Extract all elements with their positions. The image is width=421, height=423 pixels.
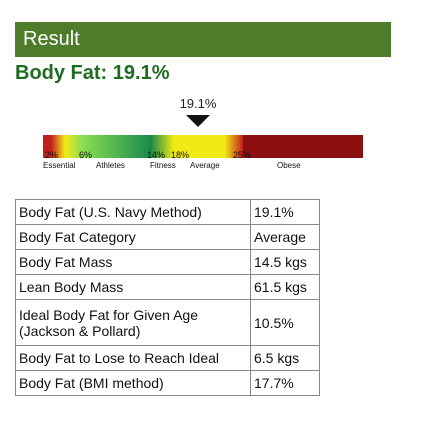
- row-value: 10.5%: [250, 299, 320, 346]
- result-title: Result: [23, 28, 80, 50]
- row-label: Ideal Body Fat for Given Age (Jackson & …: [15, 299, 251, 346]
- scale-category-athletes: Athletes: [96, 161, 125, 170]
- scale-category-fitness: Fitness: [150, 161, 176, 170]
- scale-label-6: 6%: [79, 150, 93, 160]
- row-value: 19.1%: [250, 199, 320, 225]
- table-row: Lean Body Mass 61.5 kgs: [15, 274, 320, 300]
- row-label: Body Fat to Lose to Reach Ideal: [15, 345, 251, 371]
- row-value: 14.5 kgs: [250, 249, 320, 275]
- scale-category-obese: Obese: [277, 161, 301, 170]
- table-row: Ideal Body Fat for Given Age (Jackson & …: [15, 299, 320, 346]
- row-label: Body Fat (BMI method): [15, 370, 251, 396]
- row-label: Body Fat Category: [15, 224, 251, 250]
- scale-label-18: 18%: [171, 150, 190, 160]
- marker-value: 19.1%: [179, 96, 217, 111]
- row-value: 17.7%: [250, 370, 320, 396]
- body-fat-summary: Body Fat: 19.1%: [15, 62, 170, 84]
- scale-label-14: 14%: [147, 150, 166, 160]
- marker-arrow-icon: [186, 115, 210, 127]
- scale-category-average: Average: [190, 161, 220, 170]
- scale-label-25: 25%: [233, 150, 252, 160]
- row-label: Body Fat Mass: [15, 249, 251, 275]
- results-table: Body Fat (U.S. Navy Method) 19.1% Body F…: [15, 199, 320, 396]
- row-value: 61.5 kgs: [250, 274, 320, 300]
- scale-gradient-lower: [51, 135, 151, 158]
- scale-label-2: 2%: [45, 150, 59, 160]
- row-label: Lean Body Mass: [15, 274, 251, 300]
- scale-category-essential: Essential: [43, 161, 76, 170]
- result-header: Result: [15, 22, 391, 57]
- row-value: Average: [250, 224, 320, 250]
- scale-gradient-upper: [151, 135, 243, 158]
- table-row: Body Fat to Lose to Reach Ideal 6.5 kgs: [15, 345, 320, 371]
- table-row: Body Fat Category Average: [15, 224, 320, 250]
- scale-essential: [43, 135, 51, 158]
- table-row: Body Fat Mass 14.5 kgs: [15, 249, 320, 275]
- body-fat-scale: [43, 135, 363, 158]
- row-label: Body Fat (U.S. Navy Method): [15, 199, 251, 225]
- table-row: Body Fat (BMI method) 17.7%: [15, 370, 320, 396]
- scale-obese: [243, 135, 363, 158]
- row-value: 6.5 kgs: [250, 345, 320, 371]
- table-row: Body Fat (U.S. Navy Method) 19.1%: [15, 199, 320, 225]
